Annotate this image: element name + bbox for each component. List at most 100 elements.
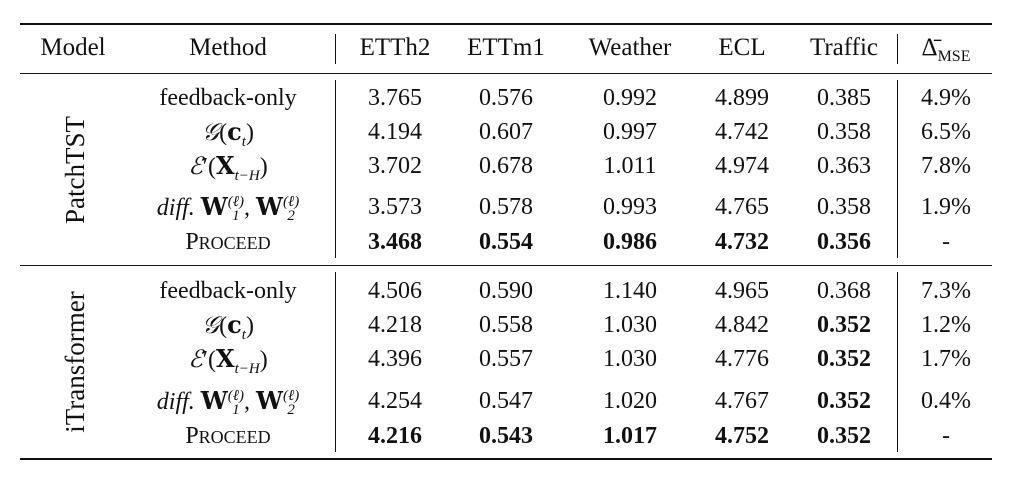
math-t-sub: t <box>241 326 246 343</box>
value-cell: 0.992 <box>603 85 657 111</box>
header-delta-mse: Δ̄MSE <box>900 33 992 72</box>
math-one-sub: 1 <box>232 402 240 419</box>
method-divider <box>335 80 336 258</box>
delta-subscript: MSE <box>937 48 971 65</box>
method-diff-w: diff. W(ℓ) 1, W(ℓ) 2 <box>156 192 300 225</box>
value-cell: 0.368 <box>817 278 871 304</box>
value-cell-best: 0.543 <box>479 423 533 449</box>
method-g-ct: 𝒢(ct) <box>202 310 254 343</box>
delta-cell: 4.9% <box>921 85 971 111</box>
method-divider <box>335 272 336 452</box>
proceed-rest: ROCEED <box>198 427 271 447</box>
method-proceed: PROCEED <box>128 421 328 452</box>
method-feedback-only: feedback-only <box>159 278 297 304</box>
delta-divider <box>897 80 898 258</box>
diff-word: diff. <box>156 389 195 415</box>
method-e-prime: ℰ′(Xt−H) <box>188 344 268 377</box>
value-cell-best: 0.986 <box>603 229 657 255</box>
value-cell-best: 0.352 <box>817 312 871 338</box>
value-cell: 0.578 <box>479 194 533 220</box>
math-x: X <box>216 344 235 373</box>
top-rule <box>20 23 992 25</box>
value-cell: 0.576 <box>479 85 533 111</box>
value-cell: 1.030 <box>603 346 657 372</box>
value-cell: 0.558 <box>479 312 533 338</box>
delta-cell: - <box>942 423 950 449</box>
delta-cell: 0.4% <box>921 388 971 414</box>
math-g: 𝒢 <box>202 311 220 339</box>
model-label-patchtst: PatchTST <box>60 116 90 224</box>
value-cell: 3.765 <box>368 85 422 111</box>
model-label-itransformer: iTransformer <box>60 291 90 433</box>
value-cell: 3.573 <box>368 194 422 220</box>
method-feedback-only: feedback-only <box>159 85 297 111</box>
value-cell: 0.358 <box>817 119 871 145</box>
value-cell: 1.140 <box>603 278 657 304</box>
math-e: ℰ <box>188 152 203 180</box>
math-prime: ′ <box>202 154 209 180</box>
math-ell-sup: (ℓ) <box>282 194 300 211</box>
header-dataset: ECL <box>718 34 766 61</box>
value-cell-best: 3.468 <box>368 229 422 255</box>
delta-divider <box>897 272 898 452</box>
header-dataset: ETTh2 <box>359 34 431 61</box>
value-cell: 3.702 <box>368 153 422 179</box>
math-w1: W <box>200 192 228 221</box>
delta-cell: 1.2% <box>921 312 971 338</box>
value-cell: 4.396 <box>368 346 422 372</box>
value-cell: 4.974 <box>715 153 769 179</box>
value-cell: 4.776 <box>715 346 769 372</box>
value-cell: 4.194 <box>368 119 422 145</box>
value-cell: 0.590 <box>479 278 533 304</box>
value-cell: 4.506 <box>368 278 422 304</box>
math-w2: W <box>256 192 283 221</box>
proceed-rest: ROCEED <box>198 233 271 253</box>
method-proceed: PROCEED <box>128 227 328 258</box>
math-w2: W <box>256 386 283 415</box>
math-ell-sup: (ℓ) <box>227 194 244 211</box>
value-cell-best: 4.752 <box>715 423 769 449</box>
value-cell: 0.997 <box>603 119 657 145</box>
math-t-sub: t <box>241 133 246 150</box>
value-cell: 0.358 <box>817 194 871 220</box>
header-method: Method <box>189 34 267 61</box>
value-cell: 4.742 <box>715 119 769 145</box>
value-cell: 0.385 <box>817 85 871 111</box>
value-cell: 0.547 <box>479 388 533 414</box>
delta-cell: 1.7% <box>921 346 971 372</box>
header-dataset: ETTm1 <box>467 34 545 61</box>
value-cell: 4.899 <box>715 85 769 111</box>
value-cell-best: 4.732 <box>715 229 769 255</box>
math-two-sub: 2 <box>287 208 295 225</box>
delta-divider <box>897 34 898 64</box>
delta-symbol: Δ̄ <box>921 34 938 61</box>
header-dataset: Weather <box>588 34 672 61</box>
delta-cell: 7.8% <box>921 153 971 179</box>
value-cell: 0.557 <box>479 346 533 372</box>
math-c: c <box>227 310 242 339</box>
delta-cell: 1.9% <box>921 194 971 220</box>
math-th-sub: t−H <box>234 360 260 377</box>
value-cell: 0.993 <box>603 194 657 220</box>
value-cell: 4.965 <box>715 278 769 304</box>
math-one-sub: 1 <box>232 208 240 225</box>
value-cell: 1.030 <box>603 312 657 338</box>
value-cell-best: 0.356 <box>817 229 871 255</box>
header-model: Model <box>40 34 106 61</box>
value-cell-best: 0.352 <box>817 388 871 414</box>
value-cell: 4.765 <box>715 194 769 220</box>
math-two-sub: 2 <box>287 402 295 419</box>
method-diff-w: diff. W(ℓ) 1, W(ℓ) 2 <box>156 386 300 419</box>
value-cell-best: 4.216 <box>368 423 422 449</box>
math-w1: W <box>200 386 228 415</box>
bottom-rule <box>20 458 992 460</box>
method-e-prime: ℰ′(Xt−H) <box>188 151 268 184</box>
value-cell: 4.767 <box>715 388 769 414</box>
value-cell-best: 0.352 <box>817 346 871 372</box>
math-th-sub: t−H <box>234 167 260 184</box>
proceed-first: P <box>185 229 199 255</box>
value-cell: 4.254 <box>368 388 422 414</box>
value-cell-best: 1.017 <box>603 423 657 449</box>
value-cell: 0.363 <box>817 153 871 179</box>
value-cell: 1.020 <box>603 388 657 414</box>
